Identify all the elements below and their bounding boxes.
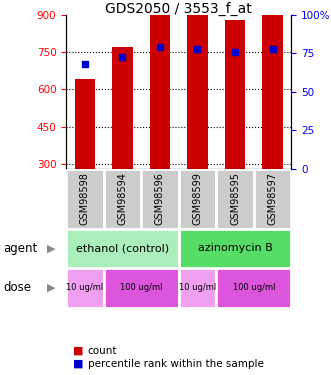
Bar: [216, 169, 254, 229]
Bar: [262, 0, 283, 169]
Bar: [66, 229, 179, 268]
Bar: [104, 169, 141, 229]
Point: [232, 49, 238, 55]
Text: 100 ug/ml: 100 ug/ml: [120, 284, 163, 292]
Bar: [187, 3, 208, 169]
Text: azinomycin B: azinomycin B: [198, 243, 272, 254]
Bar: [179, 229, 291, 268]
Text: 10 ug/ml: 10 ug/ml: [66, 284, 104, 292]
Text: GSM98596: GSM98596: [155, 172, 165, 225]
Bar: [66, 268, 104, 308]
Text: ■: ■: [73, 346, 83, 355]
Point: [82, 61, 88, 67]
Text: GSM98594: GSM98594: [118, 172, 127, 225]
Text: ■: ■: [73, 359, 83, 369]
Text: count: count: [88, 346, 117, 355]
Bar: [112, 47, 133, 169]
Point: [157, 44, 163, 50]
Point: [120, 54, 125, 60]
Bar: [254, 169, 291, 229]
Text: GDS2050 / 3553_f_at: GDS2050 / 3553_f_at: [105, 2, 252, 16]
Text: dose: dose: [3, 281, 31, 294]
Text: agent: agent: [3, 242, 37, 255]
Point: [270, 46, 275, 52]
Bar: [225, 20, 245, 169]
Text: GSM98595: GSM98595: [230, 172, 240, 225]
Text: 10 ug/ml: 10 ug/ml: [179, 284, 216, 292]
Bar: [179, 268, 216, 308]
Bar: [216, 268, 291, 308]
Bar: [66, 169, 104, 229]
Bar: [179, 169, 216, 229]
Text: GSM98598: GSM98598: [80, 172, 90, 225]
Bar: [75, 80, 95, 169]
Text: GSM98597: GSM98597: [267, 172, 277, 225]
Text: ▶: ▶: [47, 243, 56, 254]
Point: [195, 46, 200, 52]
Bar: [104, 268, 179, 308]
Text: GSM98599: GSM98599: [193, 172, 203, 225]
Text: 100 ug/ml: 100 ug/ml: [232, 284, 275, 292]
Bar: [150, 6, 170, 169]
Bar: [141, 169, 179, 229]
Text: percentile rank within the sample: percentile rank within the sample: [88, 359, 263, 369]
Text: ▶: ▶: [47, 283, 56, 293]
Text: ethanol (control): ethanol (control): [76, 243, 169, 254]
